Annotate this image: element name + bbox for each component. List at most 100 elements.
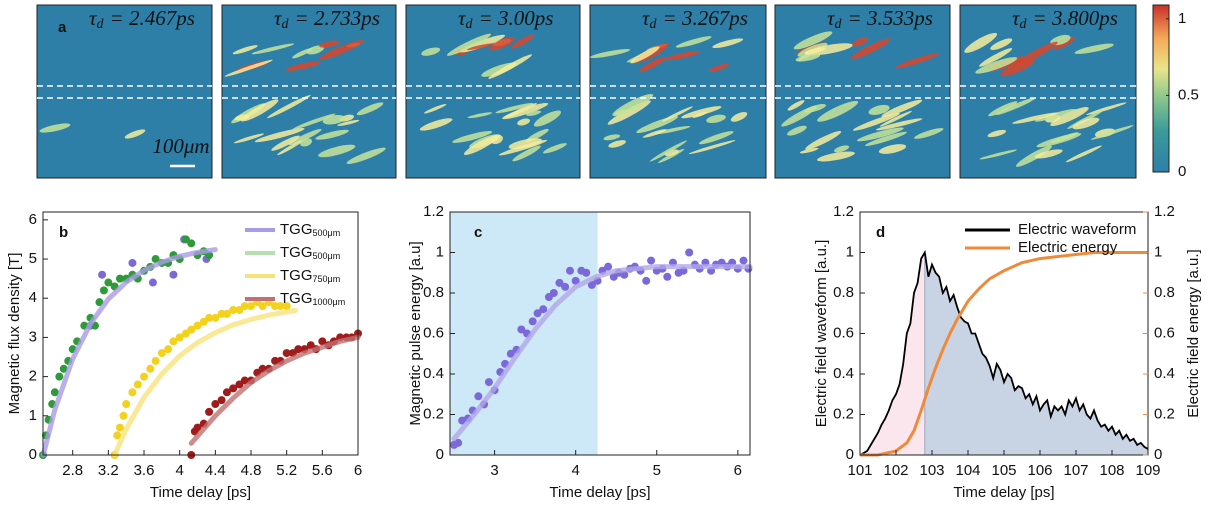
- y-tick-label: 0.2: [423, 405, 444, 422]
- data-point: [222, 309, 231, 318]
- speckle: [793, 31, 833, 50]
- speckle: [1090, 125, 1134, 140]
- y-tick-label: 0.4: [423, 365, 444, 382]
- data-point: [685, 248, 694, 257]
- y-axis-title: Magnetic pulse energy [a.u]: [407, 241, 424, 425]
- x-tick-label: 102: [883, 462, 908, 479]
- x-tick-label: 107: [1063, 462, 1088, 479]
- data-point: [528, 317, 537, 326]
- title-subscript: d: [466, 17, 474, 32]
- data-point: [240, 302, 249, 311]
- legend-name: TGG: [280, 221, 313, 238]
- speckle: [319, 40, 340, 48]
- scale-bar-label: 100μm: [152, 134, 209, 158]
- data-point: [122, 400, 131, 409]
- data-point: [187, 325, 196, 334]
- speckle: [603, 134, 621, 141]
- plot-frame: [42, 211, 359, 456]
- speckle: [638, 56, 667, 73]
- speckle: [706, 114, 726, 124]
- data-point: [474, 392, 483, 401]
- data-point: [59, 364, 68, 373]
- data-point: [587, 280, 596, 289]
- legend-subscript: 500μm: [313, 228, 341, 238]
- speckle: [1050, 132, 1079, 144]
- speckle: [498, 139, 548, 156]
- y-tick-label: 0: [436, 446, 444, 463]
- x-axis-title: Time delay [ps]: [953, 484, 1054, 501]
- data-point: [539, 305, 548, 314]
- speckle: [795, 53, 821, 62]
- data-point: [484, 378, 493, 387]
- data-point: [506, 349, 515, 358]
- x-tick-label: 3.2: [98, 462, 119, 479]
- data-point: [205, 313, 214, 322]
- y2-tick-label: 1.2: [1154, 203, 1175, 220]
- data-point: [151, 356, 160, 365]
- data-point: [555, 278, 564, 287]
- speckle: [607, 100, 651, 125]
- speckle: [979, 48, 1013, 67]
- speckle: [975, 57, 1018, 74]
- data-point: [95, 298, 104, 307]
- data-point: [294, 345, 303, 354]
- data-point: [104, 278, 113, 287]
- speckle: [850, 38, 891, 60]
- speckle: [511, 34, 535, 49]
- data-point: [517, 325, 526, 334]
- data-point: [187, 239, 196, 248]
- y-tick-label: 0.4: [833, 365, 854, 382]
- panel-title: τd = 3.00ps: [458, 6, 553, 32]
- speckle: [681, 106, 722, 119]
- speckle: [964, 32, 998, 53]
- speckle: [543, 143, 567, 154]
- y2-tick-label: 0.4: [1154, 365, 1175, 382]
- speckle: [1016, 145, 1052, 167]
- data-point: [642, 276, 651, 285]
- speckle: [39, 123, 71, 133]
- title-subscript: d: [1020, 17, 1028, 32]
- fit-line: [112, 307, 299, 458]
- data-point: [211, 313, 220, 322]
- speckle: [614, 109, 630, 115]
- speckle: [865, 131, 907, 146]
- title-symbol: τ: [274, 6, 283, 30]
- data-point: [739, 256, 748, 265]
- data-point: [571, 276, 580, 285]
- area-fill: [860, 252, 925, 455]
- speckle: [271, 135, 300, 151]
- series-line: [859, 249, 1149, 456]
- x-tick-label: 4: [572, 462, 580, 479]
- speckle: [589, 49, 631, 58]
- speckle: [805, 131, 842, 150]
- speckle: [452, 131, 493, 143]
- image-panel: [774, 4, 951, 179]
- legend-subscript: 750μm: [313, 274, 341, 284]
- speckle: [630, 46, 660, 64]
- speckle: [990, 38, 1013, 51]
- speckle: [251, 43, 295, 55]
- image-panel: [221, 4, 397, 179]
- speckle: [224, 59, 273, 77]
- speckle: [346, 147, 386, 164]
- speckle: [675, 36, 712, 48]
- title-text: = 2.733ps: [295, 6, 380, 30]
- y-tick-label: 0.2: [833, 405, 854, 422]
- speckle: [852, 37, 869, 47]
- speckle: [1086, 102, 1127, 116]
- data-point: [119, 411, 128, 420]
- y2-tick-label: 0: [1154, 446, 1162, 463]
- colorbar-tick-label: 0: [1178, 163, 1186, 180]
- y-tick-label: 0.6: [833, 324, 854, 341]
- speckle: [285, 61, 321, 71]
- speckle: [533, 110, 562, 127]
- speckle: [730, 112, 748, 122]
- speckle: [654, 125, 691, 135]
- legend-label: TGG1000μm: [280, 290, 345, 307]
- legend-label: TGG750μm: [280, 267, 340, 284]
- speckle: [649, 140, 687, 162]
- speckle: [895, 53, 940, 69]
- panel-title: τd = 3.267ps: [642, 6, 748, 32]
- speckle: [803, 103, 827, 113]
- speckle: [698, 131, 734, 145]
